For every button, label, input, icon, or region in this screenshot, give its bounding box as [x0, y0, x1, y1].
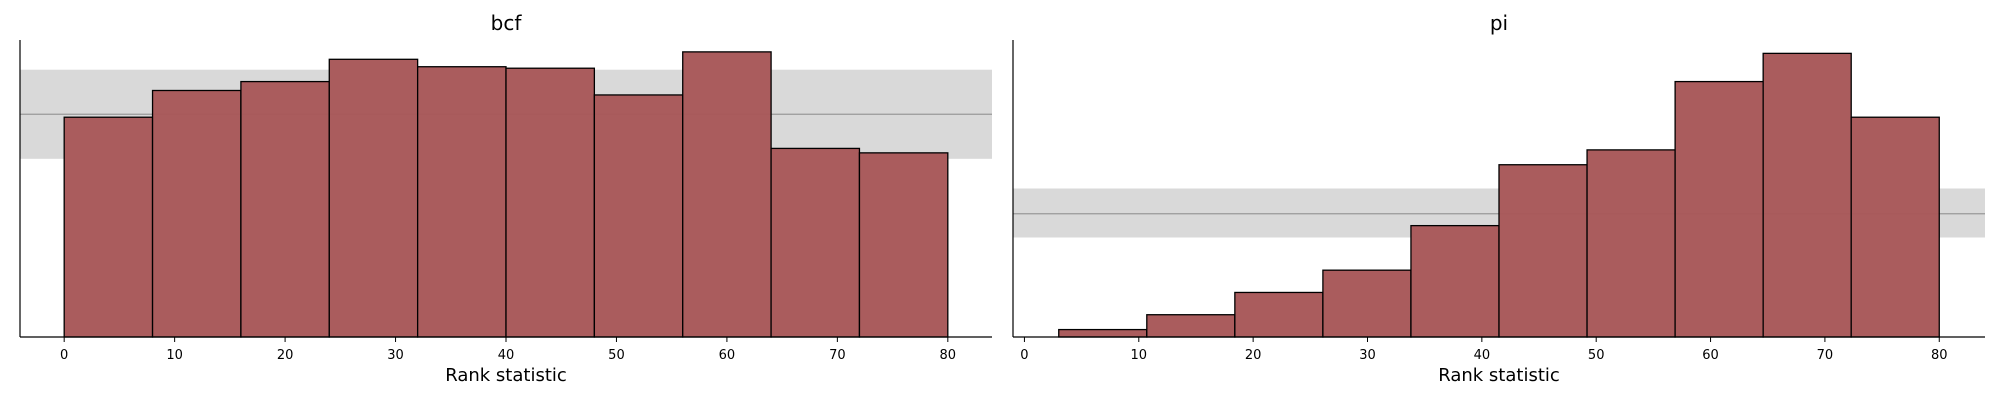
x-tick-label-0-1: 10	[166, 348, 183, 363]
x-tick-label-1-5: 50	[1588, 348, 1605, 363]
x-axis-label-1: Rank statistic	[1438, 365, 1560, 386]
x-tick-label-0-7: 70	[829, 348, 846, 363]
x-tick-label-0-8: 80	[940, 348, 957, 363]
bar-0-7	[682, 51, 772, 338]
x-tick-label-0-0: 0	[60, 348, 68, 363]
x-tick-label-1-1: 10	[1131, 348, 1148, 363]
chart-title-1: pi	[1490, 11, 1508, 35]
bar-0-3	[328, 58, 419, 338]
x-tick-label-0-3: 30	[387, 348, 404, 363]
x-tick-label-1-7: 70	[1817, 348, 1834, 363]
bar-1-8	[1762, 52, 1852, 338]
x-tick-label-0-4: 40	[498, 348, 515, 363]
x-tick-label-1-2: 20	[1245, 348, 1262, 363]
bar-0-9	[858, 152, 949, 338]
x-tick-label-0-2: 20	[277, 348, 294, 363]
bar-1-6	[1586, 149, 1676, 338]
x-tick-label-1-4: 40	[1474, 348, 1491, 363]
bar-1-4	[1410, 224, 1500, 338]
x-tick-label-0-5: 50	[608, 348, 625, 363]
bar-1-2	[1234, 291, 1324, 338]
bar-0-4	[416, 66, 507, 338]
bar-0-6	[593, 94, 684, 338]
x-axis-label-0: Rank statistic	[445, 365, 567, 386]
bar-1-1	[1146, 314, 1236, 338]
bar-1-9	[1850, 116, 1940, 338]
bar-1-0	[1058, 328, 1148, 338]
x-tick-label-1-3: 30	[1359, 348, 1376, 363]
bar-0-1	[151, 89, 242, 338]
bar-0-2	[240, 80, 330, 338]
x-tick-label-1-0: 0	[1020, 348, 1028, 363]
x-tick-label-0-6: 60	[719, 348, 736, 363]
chart-title-0: bcf	[491, 11, 523, 35]
bar-0-5	[505, 67, 596, 338]
bar-0-8	[770, 147, 861, 338]
x-tick-label-1-8: 80	[1931, 348, 1948, 363]
x-tick-label-1-6: 60	[1702, 348, 1719, 363]
bar-0-0	[63, 116, 154, 338]
bar-1-5	[1498, 164, 1588, 338]
bar-1-3	[1322, 269, 1412, 338]
bar-1-7	[1674, 80, 1764, 338]
